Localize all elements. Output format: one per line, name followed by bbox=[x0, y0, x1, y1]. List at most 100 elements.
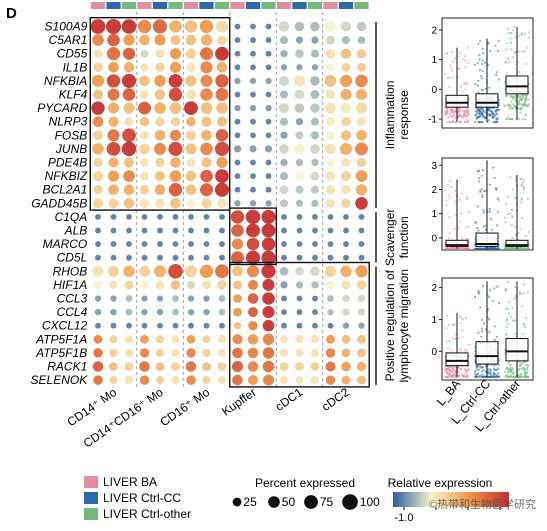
dot-GADD45B-10 bbox=[249, 200, 257, 207]
dot-PDE4B-1 bbox=[108, 157, 119, 168]
jitter-point bbox=[484, 112, 487, 115]
dot-PYCARD-4 bbox=[154, 102, 166, 114]
jitter-point bbox=[481, 121, 484, 124]
dot-NLRP3-16 bbox=[341, 116, 351, 127]
jitter-point bbox=[481, 174, 484, 177]
dot-CXCL12-15 bbox=[327, 322, 334, 329]
jitter-point bbox=[478, 108, 481, 111]
dot-FOSB-10 bbox=[250, 132, 256, 139]
jitter-point bbox=[454, 56, 457, 60]
dot-C5AR1-10 bbox=[250, 37, 256, 44]
jitter-point bbox=[454, 372, 457, 375]
dot-NFKBIZ-15 bbox=[325, 171, 336, 181]
jitter-point bbox=[494, 247, 497, 250]
dot-NFKBIA-5 bbox=[168, 74, 183, 88]
jitter-point bbox=[524, 326, 527, 329]
dot-S100A9-3 bbox=[137, 19, 152, 34]
jitter-point bbox=[460, 192, 463, 195]
dot-CCL4-8 bbox=[218, 308, 226, 316]
dot-MARCO-11 bbox=[261, 237, 276, 251]
dot-CD55-6 bbox=[185, 48, 197, 59]
dot-C1QA-14 bbox=[312, 213, 318, 220]
dot-ATP5F1A-5 bbox=[171, 335, 180, 344]
group-strip-cell bbox=[276, 2, 292, 9]
dot-HIF1A-8 bbox=[217, 280, 227, 290]
jitter-point bbox=[483, 211, 486, 214]
jitter-point bbox=[463, 121, 466, 124]
jitter-point bbox=[493, 287, 496, 290]
dot-FOSB-5 bbox=[169, 129, 182, 141]
jitter-point bbox=[496, 197, 499, 200]
jitter-point bbox=[519, 97, 522, 100]
jitter-point bbox=[478, 169, 481, 172]
dot-RHOB-5 bbox=[168, 264, 183, 279]
jitter-point bbox=[504, 216, 507, 219]
dot-CD55-16 bbox=[340, 48, 352, 59]
dot-RHOB-2 bbox=[123, 265, 135, 278]
dot-CCL3-6 bbox=[187, 295, 195, 302]
dot-CD55-3 bbox=[140, 49, 149, 58]
dot-C1QA-15 bbox=[327, 213, 334, 220]
dot-ALB-14 bbox=[312, 227, 318, 234]
jitter-point bbox=[466, 197, 469, 201]
gene-label: NFKBIA bbox=[44, 74, 87, 88]
dot-KLF4-9 bbox=[234, 91, 241, 98]
jitter-point bbox=[464, 88, 467, 91]
gene-label: NFKBIZ bbox=[45, 169, 88, 183]
dot-ATP5F1B-0 bbox=[93, 348, 103, 358]
jitter-point bbox=[491, 375, 494, 378]
dot-MARCO-15 bbox=[327, 241, 334, 248]
jitter-point bbox=[481, 195, 484, 198]
jitter-point bbox=[480, 335, 483, 338]
jitter-point bbox=[496, 109, 499, 112]
dot-RACK1-9 bbox=[231, 360, 244, 373]
jitter-point bbox=[489, 218, 492, 221]
dot-MARCO-5 bbox=[172, 241, 179, 248]
jitter-point bbox=[508, 375, 511, 378]
jitter-point bbox=[477, 79, 480, 82]
size-legend-label: 100 bbox=[360, 495, 380, 509]
jitter-point bbox=[445, 52, 448, 56]
jitter-point bbox=[520, 372, 523, 376]
jitter-point bbox=[482, 369, 485, 372]
dot-MARCO-13 bbox=[296, 241, 303, 248]
jitter-point bbox=[509, 315, 512, 319]
jitter-point bbox=[519, 103, 522, 106]
dot-NFKBIZ-3 bbox=[140, 171, 149, 181]
dot-ATP5F1A-17 bbox=[357, 334, 366, 344]
dot-CCL3-8 bbox=[218, 295, 226, 302]
size-legend-dot bbox=[268, 496, 280, 508]
dot-S100A9-16 bbox=[340, 21, 352, 32]
jitter-point bbox=[487, 42, 490, 45]
jitter-point bbox=[527, 230, 530, 234]
dot-SELENOK-17 bbox=[357, 375, 366, 385]
dot-ALB-17 bbox=[358, 227, 365, 234]
dot-ATP5F1A-6 bbox=[186, 334, 196, 344]
dot-KLF4-17 bbox=[355, 88, 368, 101]
group-strip-cell bbox=[338, 2, 354, 9]
dot-SELENOK-3 bbox=[139, 375, 150, 385]
dot-ATP5F1A-13 bbox=[295, 335, 304, 344]
dot-C1QA-10 bbox=[245, 209, 261, 225]
dot-CXCL12-14 bbox=[312, 322, 318, 329]
jitter-point bbox=[462, 318, 465, 321]
jitter-point bbox=[452, 114, 455, 117]
dot-MARCO-3 bbox=[141, 241, 148, 248]
dot-C5AR1-15 bbox=[326, 35, 335, 45]
jitter-point bbox=[511, 106, 514, 109]
dot-RHOB-10 bbox=[246, 265, 260, 278]
dot-PDE4B-9 bbox=[234, 159, 241, 166]
jitter-point bbox=[451, 69, 454, 72]
jitter-point bbox=[509, 32, 513, 35]
dot-JUNB-12 bbox=[279, 144, 289, 154]
jitter-point bbox=[478, 247, 481, 250]
jitter-point bbox=[527, 98, 530, 101]
dot-FOSB-3 bbox=[140, 130, 149, 140]
dot-SELENOK-16 bbox=[341, 375, 351, 385]
dot-RHOB-12 bbox=[279, 266, 289, 276]
dot-RHOB-16 bbox=[340, 265, 352, 278]
jitter-point bbox=[523, 324, 526, 327]
jitter-point bbox=[523, 50, 526, 53]
dot-NFKBIA-7 bbox=[200, 74, 213, 87]
jitter-point bbox=[476, 226, 479, 229]
